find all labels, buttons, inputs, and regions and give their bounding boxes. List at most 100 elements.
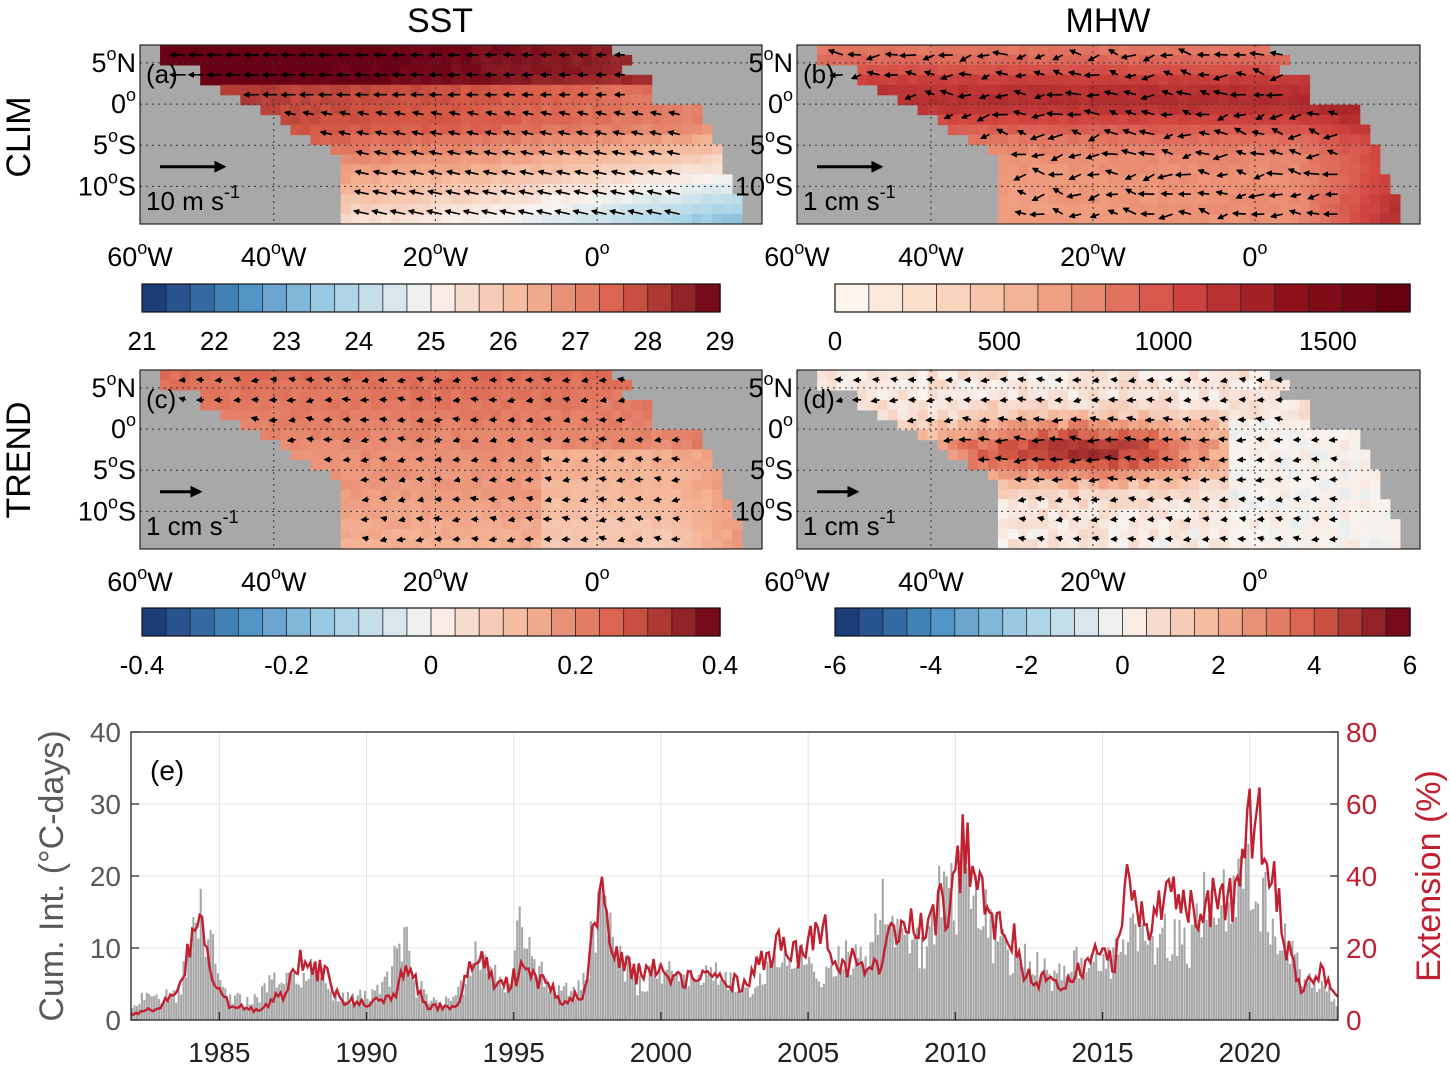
- cum-int-bar: [1124, 954, 1127, 1020]
- ocean-cell: [1239, 174, 1250, 185]
- cum-int-bar: [614, 951, 617, 1020]
- ocean-cell: [631, 74, 643, 86]
- ocean-cell: [671, 429, 683, 441]
- ocean-cell: [1038, 399, 1049, 411]
- ocean-cell: [1259, 64, 1270, 76]
- vector-arrow: [389, 208, 406, 216]
- ocean-cell: [671, 204, 683, 215]
- lon-tick-label: 0o: [585, 238, 610, 272]
- ocean-cell: [681, 194, 693, 205]
- ocean-cell: [340, 214, 352, 224]
- ocean-cell: [521, 184, 532, 195]
- ocean-cell: [1018, 379, 1029, 391]
- ocean-cell: [561, 64, 572, 76]
- ocean-cell: [1309, 529, 1321, 540]
- vector-arrow: [557, 129, 571, 137]
- vector-arrow: [562, 436, 571, 444]
- ocean-cell: [1289, 104, 1301, 116]
- ocean-cell: [1078, 469, 1089, 480]
- vector-arrow: [635, 536, 644, 543]
- ocean-cell: [1208, 449, 1220, 461]
- ocean-cell: [887, 84, 899, 96]
- ocean-cell: [1289, 529, 1301, 540]
- ocean-cell: [1118, 94, 1130, 106]
- ocean-cell: [350, 419, 362, 431]
- ocean-cell: [1168, 539, 1180, 549]
- cum-int-bar: [408, 950, 411, 1020]
- ocean-cell: [1289, 84, 1301, 96]
- vector-arrow: [994, 437, 1008, 444]
- degree-symbol: o: [137, 563, 147, 583]
- ocean-cell: [1198, 419, 1210, 431]
- lat-tick-label: 0o: [111, 85, 136, 119]
- cum-int-bar: [224, 988, 227, 1020]
- ocean-cell: [621, 104, 633, 116]
- cum-int-bar: [857, 957, 860, 1020]
- vector-arrow: [544, 476, 552, 483]
- ocean-cell: [571, 399, 583, 411]
- ocean-cell: [561, 509, 572, 520]
- vector-arrow: [433, 476, 442, 483]
- cum-int-bar: [687, 986, 690, 1020]
- ocean-cell: [711, 144, 723, 155]
- column-title-mhw: MHW: [1066, 2, 1151, 40]
- ocean-cell: [440, 519, 452, 530]
- vector-arrow: [1327, 110, 1338, 117]
- ocean-cell: [581, 174, 593, 185]
- vector-arrow: [1292, 495, 1301, 503]
- ocean-cell: [631, 509, 643, 520]
- ocean-cell: [1058, 479, 1069, 490]
- ocean-cell: [511, 409, 522, 421]
- ocean-cell: [1008, 45, 1019, 56]
- ocean-cell: [170, 45, 181, 56]
- cum-int-bar: [1023, 943, 1027, 1020]
- ocean-cell: [561, 519, 572, 530]
- ocean-cell: [420, 54, 432, 66]
- ocean-cell: [501, 45, 512, 56]
- vector-arrow: [943, 113, 954, 120]
- colorbar-tick-label: 0.4: [702, 650, 738, 680]
- ocean-cell: [390, 134, 402, 146]
- vector-arrow: [507, 416, 516, 424]
- ocean-cell: [631, 184, 643, 195]
- ocean-cell: [621, 94, 633, 106]
- vector-arrow: [599, 396, 607, 404]
- cum-int-bar: [184, 977, 188, 1020]
- ocean-cell: [551, 84, 562, 96]
- ocean-cell: [1028, 529, 1039, 540]
- ocean-cell: [260, 54, 272, 66]
- ocean-cell: [641, 449, 653, 461]
- ocean-cell: [1299, 479, 1311, 490]
- cum-int-bar: [884, 924, 887, 1020]
- ocean-cell: [380, 499, 392, 510]
- ocean-cell: [561, 184, 572, 195]
- vector-arrow: [580, 515, 589, 523]
- ocean-cell: [1118, 429, 1130, 441]
- vector-arrow: [360, 476, 369, 483]
- map-gridlines: [797, 370, 1420, 549]
- ocean-cell: [621, 134, 633, 146]
- ocean-cell: [947, 419, 959, 431]
- ocean-cell: [1018, 429, 1029, 441]
- vector-arrow: [1109, 516, 1118, 523]
- ocean-cell: [1048, 174, 1059, 185]
- ocean-cell: [420, 64, 432, 76]
- ocean-cell: [420, 45, 432, 56]
- ocean-cell: [491, 379, 502, 391]
- ocean-cell: [1098, 104, 1110, 116]
- ocean-cell: [701, 539, 713, 549]
- cum-int-bar: [1011, 973, 1014, 1020]
- vector-arrow: [372, 169, 388, 176]
- ocean-cell: [1229, 479, 1240, 490]
- vector-arrow: [1126, 396, 1137, 404]
- degree-symbol: o: [1090, 563, 1100, 583]
- cum-int-bar: [1100, 971, 1103, 1020]
- ocean-cell: [581, 479, 593, 490]
- colorbar-tick-label: 27: [561, 326, 590, 356]
- ocean-cell: [531, 154, 542, 165]
- ocean-cell: [1138, 379, 1150, 391]
- colorbar-step: [1026, 607, 1052, 637]
- colorbar-tick-label: 0: [828, 326, 842, 356]
- ocean-cell: [481, 419, 492, 431]
- cum-int-bar: [1254, 901, 1257, 1020]
